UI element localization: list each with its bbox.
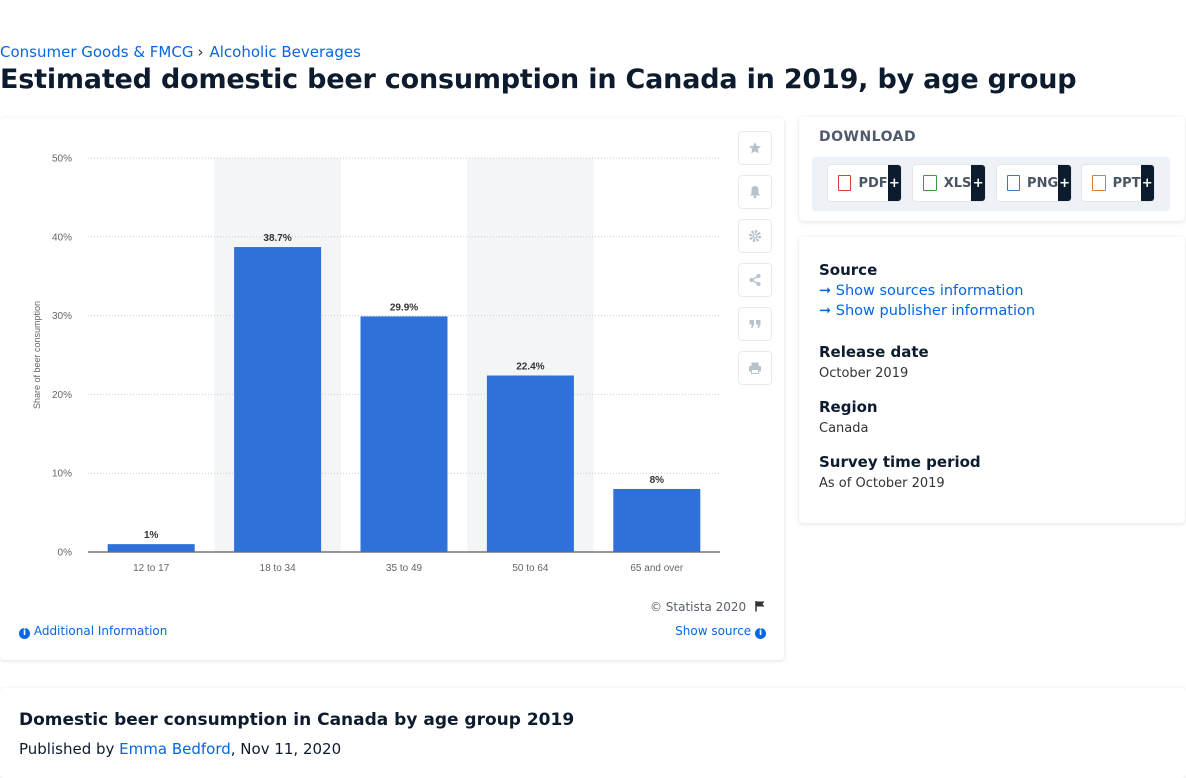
y-tick-label: 20% [52, 390, 72, 401]
bar [107, 544, 195, 552]
quote-icon [749, 320, 761, 328]
bar [486, 375, 574, 552]
plus-icon: + [1058, 165, 1071, 201]
plus-icon: + [971, 165, 985, 201]
credit-text: © Statista 2020 [649, 600, 747, 614]
author-link[interactable]: Emma Bedford [119, 740, 231, 758]
bar-chart: 0% 10% 20% 30% 40% 50% 1% 12 to 17 38.7% 18 to 34… [32, 154, 720, 574]
bar [234, 247, 322, 552]
gear-icon [749, 230, 761, 242]
favorite-button[interactable] [738, 131, 772, 165]
notification-button[interactable] [738, 175, 772, 209]
cite-button[interactable] [738, 307, 772, 341]
show-sources-label: Show sources information [835, 283, 1024, 299]
bell-icon [750, 186, 760, 199]
breadcrumb-separator: › [197, 43, 204, 61]
show-publisher-link[interactable]: ➞ Show publisher information [819, 303, 1035, 319]
star-icon [749, 142, 761, 154]
ppt-file-icon [1092, 175, 1106, 191]
breadcrumb-consumer-goods-link[interactable]: Consumer Goods & FMCG [0, 43, 194, 61]
show-source-link[interactable]: Show source i [675, 624, 766, 639]
x-tick-label: 18 to 34 [260, 563, 297, 574]
source-section: Source ➞ Show sources information ➞ Show… [819, 261, 1035, 319]
additional-information-label: Additional Information [33, 624, 168, 638]
statistic-summary: Domestic beer consumption in Canada by a… [0, 688, 1186, 778]
breadcrumb-alcoholic-beverages-link[interactable]: Alcoholic Beverages [209, 43, 361, 61]
download-heading: DOWNLOAD [819, 129, 917, 145]
y-tick-label: 50% [52, 154, 72, 165]
plus-icon: + [887, 165, 901, 201]
data-label: 1% [144, 530, 159, 541]
plus-icon: + [1140, 165, 1154, 201]
source-panel: Source ➞ Show sources information ➞ Show… [799, 237, 1185, 523]
survey-period-section: Survey time period As of October 2019 [819, 453, 981, 491]
release-date-section: Release date October 2019 [819, 343, 929, 381]
print-button[interactable] [738, 351, 772, 385]
bar [613, 488, 701, 552]
data-label: 22.4% [516, 361, 544, 372]
data-label: 38.7% [263, 233, 291, 244]
survey-period-heading: Survey time period [819, 453, 981, 471]
arrow-right-icon: ➞ [819, 303, 832, 319]
data-label: 29.9% [390, 302, 418, 313]
chart-toolbar [738, 131, 772, 395]
print-icon [749, 362, 761, 374]
download-panel: DOWNLOAD PDF + XLS + PNG + PPT + [799, 117, 1185, 221]
chart-card: 0% 10% 20% 30% 40% 50% 1% 12 to 17 38.7% 18 to 34… [0, 118, 784, 660]
show-publisher-label: Show publisher information [835, 303, 1036, 319]
bar [360, 316, 448, 552]
y-tick-label: 10% [52, 469, 72, 480]
show-sources-link[interactable]: ➞ Show sources information [819, 283, 1035, 299]
x-tick-label: 35 to 49 [386, 563, 423, 574]
additional-information-link[interactable]: i Additional Information [19, 624, 167, 639]
release-date-heading: Release date [819, 343, 929, 361]
region-heading: Region [819, 398, 878, 416]
x-tick-label: 12 to 17 [133, 563, 170, 574]
download-pdf-button[interactable]: PDF + [828, 165, 901, 201]
share-button[interactable] [738, 263, 772, 297]
x-tick-label: 65 and over [630, 563, 683, 574]
data-label: 8% [650, 475, 665, 486]
statistic-title: Domestic beer consumption in Canada by a… [19, 710, 575, 730]
download-xls-label: XLS [943, 175, 972, 191]
y-tick-label: 30% [52, 311, 72, 322]
survey-period-value: As of October 2019 [819, 476, 945, 491]
download-ppt-button[interactable]: PPT + [1082, 165, 1154, 201]
release-date-value: October 2019 [819, 366, 909, 381]
download-buttons: PDF + XLS + PNG + PPT + [812, 157, 1170, 211]
published-prefix: Published by [19, 740, 115, 758]
pdf-file-icon [838, 175, 852, 191]
info-icon: i [19, 628, 30, 639]
png-file-icon [1007, 175, 1021, 191]
page-title: Estimated domestic beer consumption in C… [0, 64, 1077, 95]
download-png-label: PNG [1027, 175, 1059, 191]
info-icon: i [755, 628, 766, 639]
download-png-button[interactable]: PNG + [997, 165, 1071, 201]
arrow-right-icon: ➞ [819, 283, 832, 299]
region-section: Region Canada [819, 398, 878, 436]
statista-credit: © Statista 2020 [650, 600, 766, 614]
download-ppt-label: PPT [1112, 175, 1141, 191]
source-heading: Source [819, 261, 878, 279]
xls-file-icon [923, 175, 937, 191]
y-axis-title: Share of beer consumption [32, 301, 42, 409]
published-by: Published by Emma Bedford, Nov 11, 2020 [19, 740, 341, 758]
breadcrumb: Consumer Goods & FMCG › Alcoholic Beverage… [0, 43, 361, 61]
share-icon [749, 274, 761, 286]
y-tick-label: 0% [58, 548, 73, 559]
flag-icon[interactable] [754, 600, 766, 612]
region-value: Canada [819, 421, 869, 436]
publish-date: , Nov 11, 2020 [230, 740, 342, 758]
show-source-label: Show source [675, 624, 752, 638]
download-pdf-label: PDF [858, 175, 888, 191]
y-tick-label: 40% [52, 232, 72, 243]
x-tick-label: 50 to 64 [512, 563, 549, 574]
settings-button[interactable] [738, 219, 772, 253]
download-xls-button[interactable]: XLS + [913, 165, 985, 201]
